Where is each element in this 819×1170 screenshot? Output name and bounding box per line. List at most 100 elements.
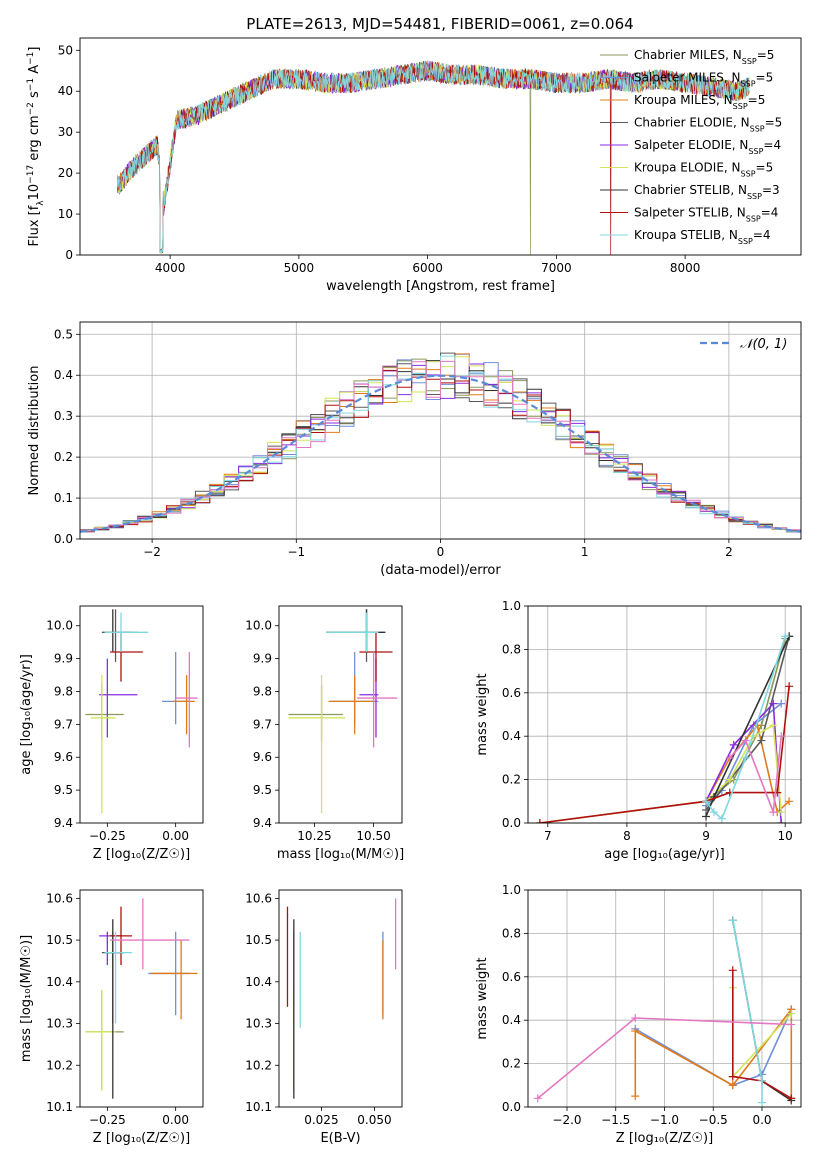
spectrum-line [116,60,750,253]
x-tick-label: 10.50 [356,829,390,843]
x-tick-label: 8000 [670,261,701,275]
y-tick-label: 9.4 [253,816,272,830]
weight-line [732,970,792,1099]
panel-weight-vs-age: 7 8 9 10 0.0 0.2 0.4 0.6 0.8 1.0 age [log₁₀(age/yr… [475,599,802,862]
errorbar-point [172,675,195,735]
errorbar-point [99,658,138,738]
x-tick-label: 6000 [412,261,443,275]
x-tick-label: −0.25 [89,1113,126,1127]
y-tick-label: 30 [58,125,73,139]
legend: Chabrier MILES, NSSP=5 Salpeter MILES, NS… [600,48,782,246]
weight-marker [785,682,794,691]
errorbar-point [104,609,132,653]
spectrum-line [117,61,750,255]
y-tick-label: 9.9 [54,652,73,666]
x-axis-label: age [log₁₀(age/yr)] [604,847,725,862]
y-axis-label: age [log₁₀(age/yr)] [19,654,34,775]
y-tick-label: 10.6 [46,891,73,905]
errorbar-point [99,931,121,966]
y-tick-label: 10.6 [245,891,272,905]
errorbar-point [104,931,132,1024]
x-tick-label: −1 [287,545,305,559]
errorbar-point [110,906,132,966]
weight-marker [717,814,726,823]
y-tick-label: 0.3 [54,409,73,423]
y-tick-label: 10.3 [245,1017,272,1031]
x-axis-label: wavelength [Angstrom, rest frame] [326,279,555,294]
spectrum-line [116,60,750,254]
errorbar-point [85,990,124,1091]
y-tick-label: 0.2 [502,773,521,787]
x-tick-label: 7000 [541,261,572,275]
x-tick-label: 2 [725,545,733,559]
errorbar-point [151,940,198,1020]
x-axis-label: Z [log₁₀(Z/Z☉)] [93,847,190,862]
panel-age-vs-Z: −0.25 0.00 9.4 9.5 9.6 9.7 9.8 9.9 10.0 Z [log₁₀(… [19,605,204,862]
axes-frame [79,37,802,256]
y-tick-label: 9.5 [54,783,73,797]
x-tick-label: −0.25 [89,829,126,843]
plot-area [533,916,796,1107]
spectrum-line [116,61,750,255]
axes-frame [79,889,204,1108]
errorbar-point [104,612,149,653]
panel-age-vs-mass: 10.25 10.50 9.4 9.5 9.6 9.7 9.8 9.9 10.0 mass [lo… [245,605,404,862]
x-tick-label: 0.00 [162,829,189,843]
y-tick-label: 10.5 [46,933,73,947]
errorbar-point [90,675,116,814]
weight-marker [758,1098,766,1107]
x-tick-label: 0.0 [752,1113,771,1127]
x-tick-label: −0.5 [699,1113,728,1127]
errorbar-point [326,612,379,653]
legend: 𝒩(0, 1) [700,337,787,352]
x-tick-label: 0.025 [304,1113,338,1127]
y-tick-label: 40 [58,84,73,98]
y-tick-label: 9.8 [54,684,73,698]
plot-area [288,609,398,814]
x-tick-label: 7 [544,829,552,843]
x-axis-label: (data-model)/error [380,563,501,578]
y-tick-label: 9.4 [54,816,73,830]
y-tick-label: 1.0 [502,883,521,897]
x-axis-label: Z [log₁₀(Z/Z☉)] [93,1131,190,1146]
y-tick-label: 0.4 [54,368,73,382]
x-axis-label: mass [log₁₀(M/M☉)] [277,847,404,862]
y-tick-label: 9.8 [253,684,272,698]
y-axis-label: Flux [fλ10−17 erg cm−2 s−1 A−1] [26,47,46,247]
panel-spectrum: 4000 5000 6000 7000 8000 0 10 20 30 40 50 wavelengt… [26,37,802,294]
legend-entry: Chabrier MILES, NSSP=5 [634,48,774,66]
weight-line [634,1009,793,1087]
weight-marker [741,736,750,745]
weight-marker [787,1094,796,1103]
x-tick-label: 5000 [284,261,315,275]
weight-line [729,736,782,813]
y-tick-label: 0.0 [54,532,73,546]
y-tick-label: 9.5 [253,783,272,797]
weight-marker [781,632,790,641]
y-tick-label: 0.8 [502,642,521,656]
weight-marker [777,808,786,817]
y-axis-label: mass weight [475,673,490,755]
legend-entry: Salpeter ELODIE, NSSP=4 [634,138,781,156]
weight-marker [757,736,766,745]
y-tick-label: 50 [58,43,73,57]
errorbar-point [162,652,190,725]
errorbar-point [328,675,374,735]
y-tick-label: 0.2 [502,1057,521,1071]
x-tick-label: 9 [702,829,710,843]
weight-marker [787,1009,796,1018]
weight-marker [728,1081,737,1090]
x-tick-label: 8 [623,829,631,843]
errorbar-point [357,652,398,748]
y-tick-label: 10 [58,207,73,221]
weight-marker [631,1092,640,1101]
errorbar-point [85,684,124,741]
x-tick-label: −1.5 [601,1113,630,1127]
y-tick-label: 9.7 [253,717,272,731]
weight-line [539,638,786,823]
weight-marker [777,732,786,741]
y-tick-label: 10.2 [46,1058,73,1072]
plot-area [116,60,750,255]
axes-frame [79,321,802,540]
